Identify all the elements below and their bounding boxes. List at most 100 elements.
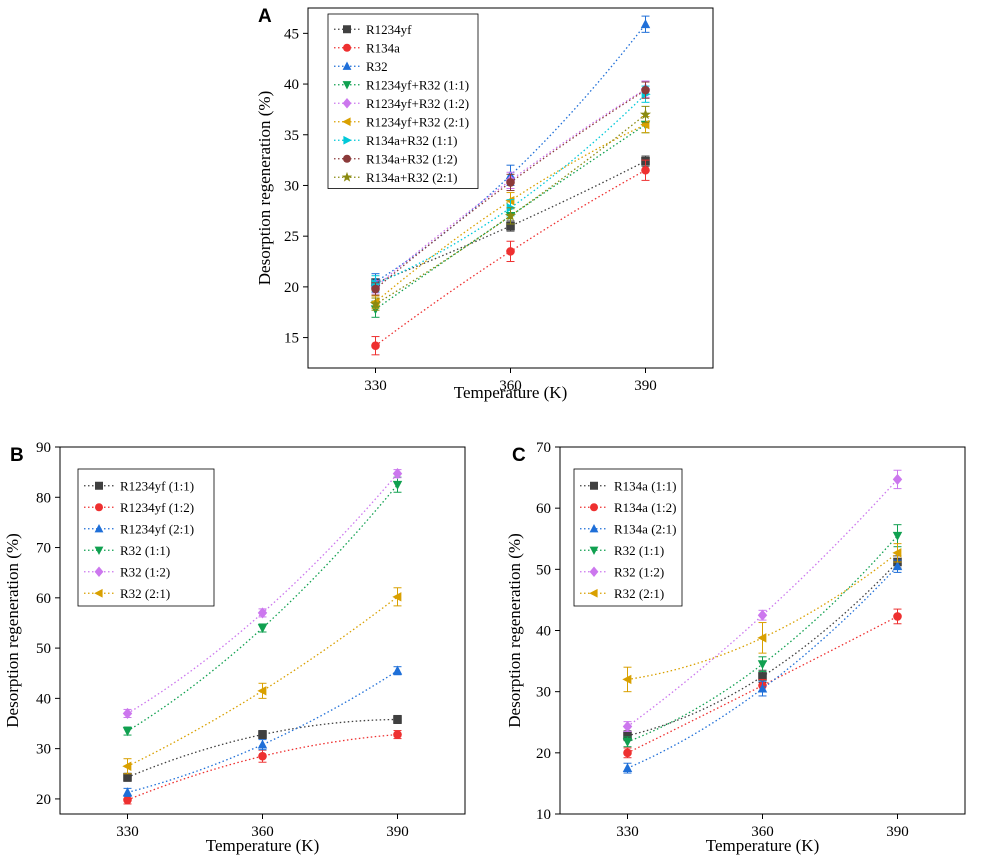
legend-label: R1234yf (2:1) [120,521,194,536]
y-tick-label: 40 [284,77,299,93]
legend: R1234yf (1:1) R1234yf (1:2) R1234yf (2:1) R… [77,468,215,607]
x-tick-label: 330 [116,824,139,840]
series-line [627,478,898,728]
x-tick-label: 390 [634,378,657,394]
y-tick-label: 20 [536,746,551,762]
legend-label: R1234yf [366,22,412,37]
y-axis-title: Desorption regeneration (%) [3,533,22,727]
data-point [892,473,903,486]
data-point [622,737,633,747]
data-point [757,683,768,693]
chart-panel-b: B 330 360 390 20 30 40 50 60 70 80 90 Temperature (K… [3,440,466,855]
data-point [622,674,632,685]
legend-marker [589,588,598,598]
data-point [640,19,651,29]
legend-marker [343,135,352,145]
data-point [622,762,633,772]
data-point [506,178,515,187]
series-r32-1-1 [122,476,403,737]
series-r134a-2-1 [622,559,903,774]
legend-label: R32 (1:2) [120,564,170,579]
series-line [375,88,646,288]
data-point [757,660,768,670]
data-point [123,795,132,805]
legend-marker [343,43,351,52]
panel-label: A [258,6,272,27]
legend-marker [589,566,599,577]
y-tick-label: 40 [536,624,551,640]
y-tick-label: 20 [284,280,299,296]
legend-marker [94,566,104,577]
legend-label: R1234yf+R32 (1:1) [366,77,469,92]
series-line [127,733,398,801]
y-tick-label: 30 [536,685,551,701]
legend-marker [589,523,599,533]
legend-marker [341,171,353,182]
y-tick-label: 45 [284,26,299,42]
legend-box [573,468,683,607]
y-tick-label: 60 [536,501,551,517]
legend-marker [590,481,598,490]
data-point [257,624,268,634]
legend-marker [343,154,351,163]
x-tick-label: 360 [499,378,522,394]
data-point [757,609,768,621]
data-point [758,672,767,681]
series-r1234yf-1-1 [123,714,402,782]
legend: R1234yf R134a R32 R1234yf+R32 (1:1) R1234yf+… [327,13,479,189]
data-point [505,195,515,206]
legend-marker [95,481,103,490]
y-tick-label: 15 [284,331,299,347]
data-point [392,468,403,480]
data-point [258,751,267,761]
data-point [122,707,133,720]
data-point [257,607,268,619]
y-tick-label: 90 [36,440,51,456]
y-tick-label: 25 [284,229,299,245]
y-tick-label: 30 [36,742,51,758]
y-tick-label: 70 [36,541,51,557]
y-tick-label: 80 [36,490,51,506]
data-point [122,727,133,737]
x-axis-title: Temperature (K) [706,836,820,855]
series-r134a-r32-2-1 [369,105,652,311]
legend-label: R134a+R32 (1:1) [366,133,457,148]
legend-marker [94,523,104,533]
data-point [392,665,403,675]
series-line [375,89,646,290]
legend: R134a (1:1) R134a (1:2) R134a (2:1) R32 (1:… [573,468,683,607]
y-tick-label: 35 [284,128,299,144]
y-tick-label: 40 [36,691,51,707]
y-axis-title: Desorption regeneration (%) [255,91,274,285]
legend-marker [589,546,599,556]
y-axis-title: Desorption regeneration (%) [505,533,524,727]
data-point [393,715,402,724]
series-r32-1-2 [122,468,403,720]
data-point [892,561,903,571]
data-point [392,480,403,490]
x-tick-label: 360 [751,824,774,840]
legend-box [77,468,215,607]
series-line [375,160,646,284]
x-axis-title: Temperature (K) [454,383,568,402]
data-point [504,210,517,221]
chart-panel-a: A 330 360 390 15 20 25 30 35 40 45 Temperature (K) D… [255,6,714,402]
legend-marker [342,98,352,109]
y-tick-label: 50 [536,562,551,578]
data-point [392,592,402,602]
series-r32-1-1 [622,524,903,748]
data-point [257,686,267,696]
legend-label: R32 (2:1) [614,586,664,601]
legend-label: R134a+R32 (1:2) [366,151,457,166]
x-tick-label: 330 [364,378,387,394]
y-tick-label: 50 [36,641,51,657]
series-r134a-r32-1-2 [371,81,650,296]
legend-marker [342,81,352,90]
data-point [393,730,402,739]
series-r32-2-1 [122,587,402,775]
series-line [127,670,398,794]
legend-label: R1234yf+R32 (2:1) [366,114,469,129]
legend-label: R32 (1:1) [120,543,170,558]
data-point [371,341,380,350]
